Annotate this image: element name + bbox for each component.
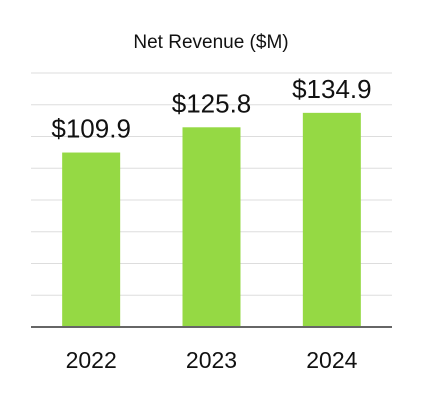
data-label-2023: $125.8 bbox=[172, 88, 252, 118]
bar-2023 bbox=[182, 127, 241, 327]
data-label-2022: $109.9 bbox=[51, 114, 131, 144]
x-tick-2022: 2022 bbox=[66, 347, 117, 373]
data-labels: $109.9 $125.8 $134.9 bbox=[51, 74, 371, 144]
chart-title: Net Revenue ($M) bbox=[133, 32, 288, 53]
x-axis-ticks: 2022 2023 2024 bbox=[66, 347, 358, 373]
bar-2022 bbox=[62, 152, 121, 327]
bars bbox=[62, 112, 361, 327]
x-tick-2024: 2024 bbox=[306, 347, 357, 373]
data-label-2024: $134.9 bbox=[292, 74, 372, 104]
bar-2024 bbox=[302, 112, 361, 327]
x-tick-2023: 2023 bbox=[186, 347, 237, 373]
